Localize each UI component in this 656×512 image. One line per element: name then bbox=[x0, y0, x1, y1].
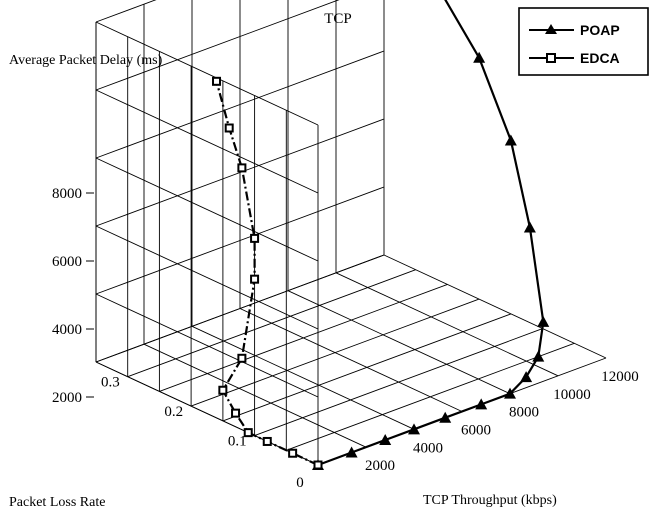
floor-grid-line bbox=[190, 298, 480, 407]
series-edca-point bbox=[237, 163, 247, 173]
series-poap-point bbox=[475, 398, 488, 410]
z-tick-label: 8000 bbox=[52, 186, 82, 202]
floor-grid-line bbox=[254, 328, 543, 437]
floor-grid-line bbox=[222, 313, 512, 422]
floor-grid-line bbox=[191, 325, 415, 430]
legend: POAP EDCA bbox=[518, 7, 649, 76]
series-poap-point bbox=[520, 371, 533, 383]
y-tick-label: 0.3 bbox=[101, 375, 120, 391]
legend-poap-label: POAP bbox=[580, 22, 620, 38]
series-edca-point bbox=[250, 233, 260, 243]
series-poap-point bbox=[379, 434, 392, 446]
legend-entry-poap: POAP bbox=[529, 22, 620, 38]
z-tick-label: 4000 bbox=[52, 322, 82, 338]
grid bbox=[86, 0, 607, 466]
legend-box bbox=[518, 7, 649, 76]
back-wall-grid-line bbox=[95, 254, 385, 363]
series-poap-point bbox=[439, 411, 452, 423]
x-tick-label: 6000 bbox=[461, 423, 491, 439]
floor-grid-line bbox=[127, 269, 416, 378]
tick-labels: 2000 4000 6000 8000 0.1 0.2 0.3 2000 4000 6000 800… bbox=[52, 186, 639, 491]
series-edca-point bbox=[212, 76, 222, 86]
series-edca-point bbox=[243, 428, 253, 438]
x-tick-label: 2000 bbox=[365, 458, 395, 474]
floor-grid-line bbox=[159, 283, 448, 392]
legend-entry-edca: EDCA bbox=[529, 50, 620, 66]
z-tick-label: 2000 bbox=[52, 390, 82, 406]
left-wall-grid-line bbox=[95, 157, 319, 262]
series-poap-point bbox=[473, 51, 486, 63]
x-axis-label: TCP Throughput (kbps) bbox=[423, 493, 557, 508]
back-wall-grid-line bbox=[95, 186, 385, 295]
chart-title: TCP bbox=[324, 11, 352, 27]
floor-grid-line bbox=[286, 342, 575, 451]
series-edca-point bbox=[237, 353, 247, 363]
series-edca-point bbox=[231, 408, 241, 418]
legend-edca-marker bbox=[546, 53, 556, 63]
series-edca-point bbox=[313, 460, 323, 470]
x-tick-label: 12000 bbox=[601, 369, 639, 385]
origin-tick-label: 0 bbox=[296, 475, 304, 491]
series-poap-point bbox=[345, 446, 358, 458]
left-wall-grid-line bbox=[95, 89, 319, 194]
x-tick-label: 10000 bbox=[553, 387, 591, 403]
y-axis-label: Packet Loss Rate bbox=[9, 495, 105, 510]
back-wall-grid-line bbox=[95, 0, 340, 91]
series-poap-point bbox=[504, 387, 516, 399]
series-poap-point bbox=[523, 221, 536, 233]
back-wall-grid-line bbox=[95, 0, 157, 23]
legend-poap-marker bbox=[545, 24, 557, 34]
floor-grid-line bbox=[239, 308, 463, 412]
series-edca-point bbox=[288, 448, 298, 458]
series-poap-point bbox=[537, 315, 550, 327]
x-tick-label: 4000 bbox=[413, 440, 443, 456]
series-poap-point bbox=[532, 350, 545, 362]
legend-edca-label: EDCA bbox=[580, 50, 620, 66]
z-tick-label: 6000 bbox=[52, 254, 82, 270]
series-edca-point bbox=[224, 123, 234, 133]
back-wall-grid-line bbox=[95, 50, 385, 159]
y-tick-label: 0.1 bbox=[228, 434, 247, 450]
left-wall-grid-line bbox=[95, 21, 319, 126]
z-axis-label: Average Packet Delay (ms) bbox=[9, 53, 163, 68]
floor-grid-line bbox=[383, 254, 607, 359]
left-wall-grid-line bbox=[95, 293, 319, 398]
y-tick-label: 0.2 bbox=[164, 404, 183, 420]
floor-grid-line bbox=[335, 272, 559, 377]
series-edca-point bbox=[218, 385, 228, 395]
series-layer bbox=[212, 0, 550, 470]
series-poap-point bbox=[408, 423, 420, 435]
back-wall-grid-line bbox=[95, 118, 385, 227]
series-edca-point bbox=[262, 436, 272, 446]
series-poap-point bbox=[504, 134, 517, 146]
series-edca-line bbox=[215, 81, 319, 466]
floor-grid-line bbox=[287, 290, 511, 395]
left-wall-grid-line bbox=[95, 225, 319, 330]
series-edca-point bbox=[250, 274, 260, 284]
x-tick-label: 8000 bbox=[509, 405, 539, 421]
